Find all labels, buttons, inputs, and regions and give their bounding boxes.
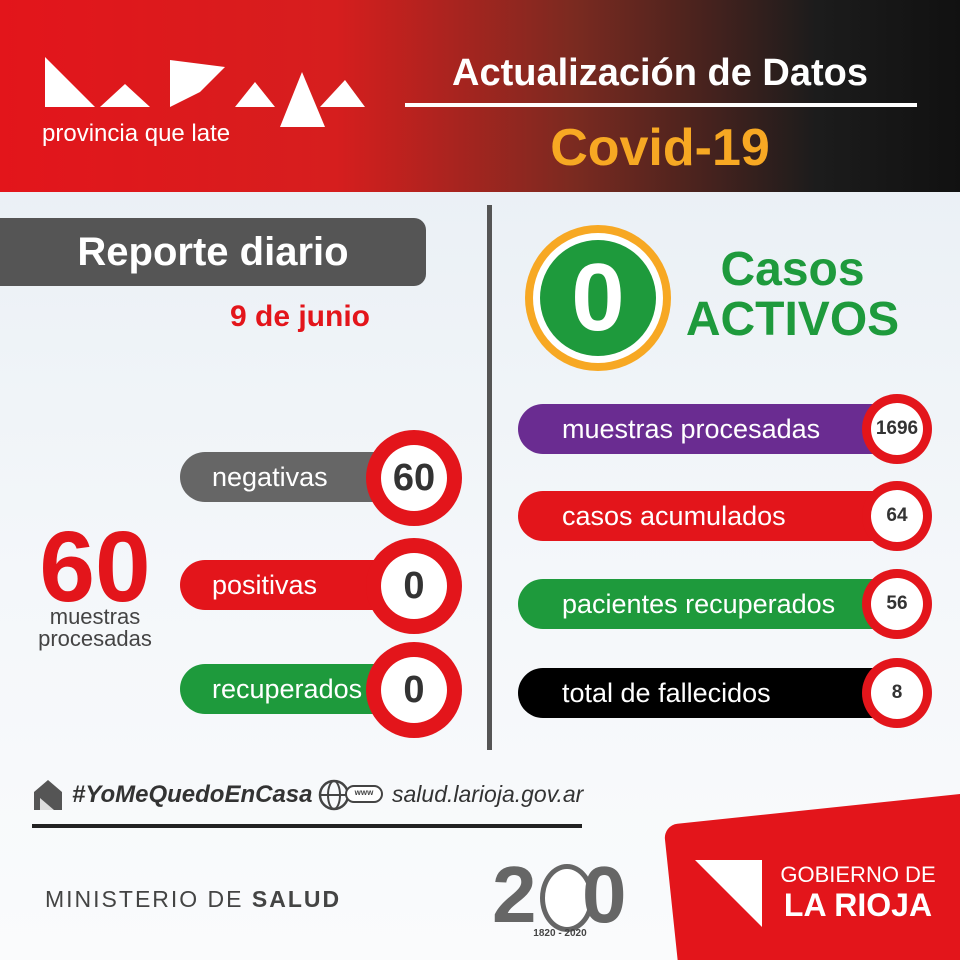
total-value: 56 [871,578,923,630]
anniversary-right: 0 [582,850,627,939]
anniversary-left: 2 [492,850,537,939]
item-badge: 60 [366,430,462,526]
home-icon [34,780,62,810]
subtitle: Covid-19 [550,119,770,177]
government: GOBIERNO DE LA RIOJA [768,860,948,923]
hashtag: #YoMeQuedoEnCasa [72,781,313,808]
divider [405,103,917,107]
daily-total: 60 [39,511,151,623]
total-pill: casos acumulados [518,491,908,541]
total-badge: 1696 [862,394,932,464]
website: salud.larioja.gov.ar [392,781,584,807]
total-badge: 56 [862,569,932,639]
column-divider [487,205,492,750]
active-label-line: Casos [720,243,865,296]
caption-line: procesadas [38,626,152,651]
active-label-line: ACTIVOS [685,293,900,346]
logo [45,57,365,127]
web-icon-text: www [354,788,374,797]
item-value: 0 [381,657,447,723]
government-line: LA RIOJA [783,887,933,923]
header [0,0,960,192]
daily-title: Reporte diario [0,218,426,286]
web-icon [318,779,383,811]
total-badge: 64 [862,481,932,551]
active-label: Casos ACTIVOS [680,245,905,345]
ministry-line: MINISTERIO DE [45,886,244,912]
total-pill: pacientes recuperados [518,579,908,629]
daily-total-caption: muestras procesadas [15,606,175,650]
government-line: GOBIERNO DE [780,862,936,887]
footer-rule [32,824,582,828]
anniversary-emblem [540,864,594,932]
ministry-line: SALUD [251,886,342,912]
item-badge: 0 [366,642,462,738]
caption-line: muestras [49,604,141,629]
item-badge: 0 [366,538,462,634]
active-value: 0 [540,240,656,356]
total-value: 1696 [871,403,923,455]
item-value: 60 [381,445,447,511]
total-value: 8 [871,667,923,719]
ministry: MINISTERIO DE SALUD [45,886,341,913]
government-logo [695,860,762,927]
total-value: 64 [871,490,923,542]
total-badge: 8 [862,658,932,728]
total-pill: total de fallecidos [518,668,908,718]
logo-tagline: provincia que late [42,120,231,147]
total-pill: muestras procesadas [518,404,908,454]
item-value: 0 [381,553,447,619]
anniversary-years: 1820 - 2020 [533,928,587,939]
title: Actualización de Datos [452,52,868,94]
date: 9 de junio [229,300,370,333]
